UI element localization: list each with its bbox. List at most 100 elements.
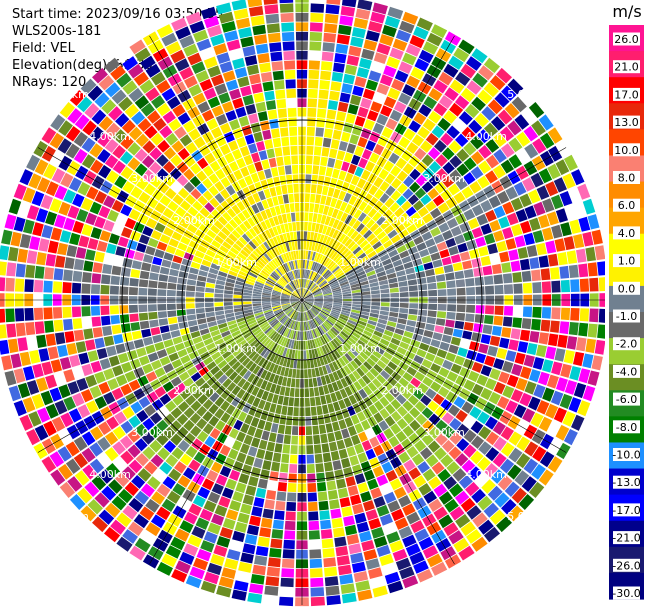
velocity-bin xyxy=(398,313,408,320)
velocity-bin xyxy=(487,99,503,115)
velocity-bin xyxy=(532,357,545,370)
velocity-bin xyxy=(554,238,566,252)
velocity-bin xyxy=(348,217,357,227)
velocity-bin xyxy=(344,238,353,247)
velocity-bin xyxy=(582,353,594,369)
velocity-bin xyxy=(445,391,458,403)
velocity-bin xyxy=(363,119,375,131)
velocity-bin xyxy=(454,270,465,280)
velocity-bin xyxy=(497,190,510,204)
velocity-bin xyxy=(439,249,450,259)
velocity-bin xyxy=(328,316,337,323)
velocity-bin xyxy=(360,97,372,109)
velocity-bin xyxy=(334,53,347,64)
velocity-bin xyxy=(361,374,371,385)
velocity-bin xyxy=(437,386,450,398)
velocity-bin xyxy=(436,311,447,319)
velocity-bin xyxy=(456,423,470,437)
velocity-bin xyxy=(492,132,507,148)
velocity-bin xyxy=(310,406,317,416)
velocity-bin xyxy=(361,304,371,309)
velocity-bin xyxy=(317,415,325,425)
velocity-bin xyxy=(389,387,400,398)
velocity-bin xyxy=(329,280,339,287)
velocity-bin xyxy=(338,357,347,367)
velocity-bin xyxy=(485,447,500,462)
velocity-bin xyxy=(438,71,454,86)
velocity-bin xyxy=(390,302,400,308)
velocity-bin xyxy=(352,345,362,354)
velocity-bin xyxy=(379,253,390,262)
velocity-bin xyxy=(393,486,407,499)
velocity-bin xyxy=(318,278,326,286)
velocity-bin xyxy=(326,274,334,281)
velocity-bin xyxy=(402,218,414,228)
velocity-bin xyxy=(316,376,323,387)
velocity-bin xyxy=(320,433,328,444)
velocity-bin xyxy=(470,450,484,465)
velocity-bin xyxy=(323,205,330,216)
velocity-bin xyxy=(321,286,331,292)
velocity-bin xyxy=(311,329,316,339)
velocity-bin xyxy=(347,227,356,238)
velocity-bin xyxy=(354,512,367,524)
velocity-bin xyxy=(485,305,495,315)
velocity-bin xyxy=(386,56,401,69)
velocity-bin xyxy=(401,149,413,162)
velocity-bin xyxy=(417,382,429,394)
velocity-bin xyxy=(306,311,312,320)
velocity-bin xyxy=(322,137,332,148)
velocity-bin xyxy=(485,154,500,169)
velocity-bin xyxy=(539,451,555,468)
velocity-bin xyxy=(538,371,550,386)
velocity-bin xyxy=(383,522,397,535)
velocity-bin xyxy=(550,194,564,210)
velocity-bin xyxy=(389,307,399,313)
velocity-bin xyxy=(344,64,358,76)
velocity-bin xyxy=(358,157,368,169)
velocity-bin xyxy=(306,145,314,155)
velocity-bin xyxy=(540,268,551,281)
velocity-bin xyxy=(422,167,435,180)
velocity-bin xyxy=(321,443,330,453)
velocity-bin xyxy=(370,305,380,310)
velocity-bin xyxy=(345,476,356,487)
velocity-bin xyxy=(325,167,334,177)
velocity-bin xyxy=(333,527,345,538)
velocity-bin xyxy=(332,307,342,312)
velocity-bin xyxy=(331,71,344,83)
velocity-bin xyxy=(325,118,335,129)
velocity-bin xyxy=(433,483,448,498)
velocity-bin xyxy=(508,431,523,446)
velocity-bin xyxy=(315,396,322,406)
velocity-bin xyxy=(343,192,352,203)
velocity-bin xyxy=(318,314,326,322)
velocity-bin xyxy=(304,321,308,331)
velocity-bin xyxy=(450,363,462,374)
velocity-bin xyxy=(547,163,561,180)
velocity-bin xyxy=(442,425,455,439)
velocity-bin xyxy=(344,203,353,214)
velocity-bin xyxy=(303,302,307,311)
velocity-bin xyxy=(510,389,524,403)
velocity-bin xyxy=(395,557,411,571)
velocity-bin xyxy=(326,0,341,5)
velocity-bin xyxy=(347,274,357,281)
velocity-bin xyxy=(444,498,459,513)
velocity-bin xyxy=(414,187,427,199)
velocity-bin xyxy=(346,271,356,279)
velocity-bin xyxy=(413,112,427,125)
velocity-bin xyxy=(456,304,466,313)
velocity-bin xyxy=(503,284,514,294)
velocity-bin xyxy=(380,235,390,245)
velocity-bin xyxy=(443,476,457,490)
velocity-bin xyxy=(335,43,349,54)
velocity-bin xyxy=(342,328,351,336)
velocity-bin xyxy=(480,365,492,377)
velocity-bin xyxy=(323,304,333,308)
velocity-bin xyxy=(383,239,393,249)
velocity-bin xyxy=(466,529,482,544)
velocity-bin xyxy=(591,355,603,371)
velocity-bin xyxy=(323,557,337,568)
velocity-bin xyxy=(303,302,310,310)
